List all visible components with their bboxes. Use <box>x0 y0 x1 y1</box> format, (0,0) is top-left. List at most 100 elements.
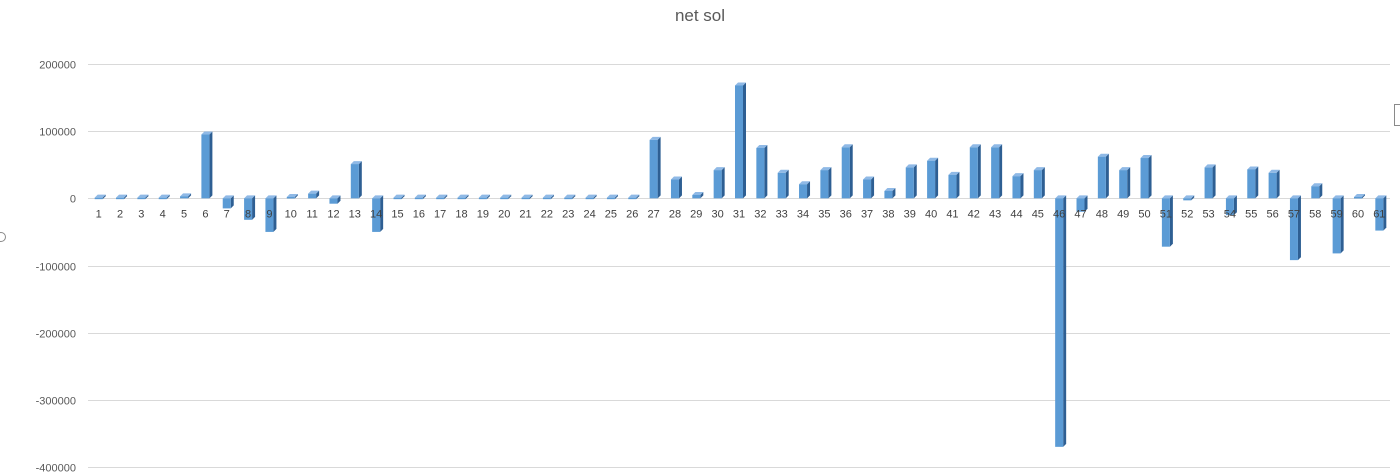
bar-front <box>137 198 145 200</box>
bar <box>1098 154 1109 199</box>
bar <box>1311 183 1322 198</box>
bar-side <box>722 167 725 198</box>
bar-front <box>884 191 892 198</box>
bar <box>329 195 340 203</box>
bar-front <box>948 175 956 199</box>
x-tick-label: 59 <box>1331 208 1343 220</box>
x-tick-label: 34 <box>797 208 809 220</box>
bar-front <box>223 198 231 208</box>
bar-front <box>1311 186 1319 198</box>
bar <box>884 188 895 198</box>
x-tick-label: 43 <box>989 208 1001 220</box>
bar-side <box>1020 173 1023 198</box>
x-tick-label: 57 <box>1288 208 1300 220</box>
bar-front <box>1183 198 1191 200</box>
x-tick-label: 24 <box>583 208 595 220</box>
bar <box>1290 195 1301 260</box>
bar-front <box>1034 170 1042 198</box>
x-tick-label: 58 <box>1309 208 1321 220</box>
bar-front <box>351 164 359 198</box>
bar <box>1119 167 1130 198</box>
bar-side <box>1170 195 1173 246</box>
bar-side <box>658 137 661 198</box>
bar <box>308 191 319 199</box>
x-tick-label: 1 <box>96 208 102 220</box>
bar <box>1162 195 1173 246</box>
x-tick-label: 5 <box>181 208 187 220</box>
x-tick-label: 30 <box>712 208 724 220</box>
x-tick-label: 44 <box>1010 208 1022 220</box>
x-tick-label: 37 <box>861 208 873 220</box>
x-tick-label: 50 <box>1138 208 1150 220</box>
bar-side <box>1277 170 1280 199</box>
x-tick-label: 55 <box>1245 208 1257 220</box>
x-tick-label: 21 <box>519 208 531 220</box>
bar <box>970 144 981 198</box>
bar <box>287 194 298 199</box>
x-tick-label: 19 <box>477 208 489 220</box>
x-tick-label: 33 <box>776 208 788 220</box>
bar-side <box>1213 164 1216 198</box>
x-tick-label: 40 <box>925 208 937 220</box>
x-tick-label: 32 <box>754 208 766 220</box>
bar <box>650 137 661 198</box>
bar-front <box>650 140 658 198</box>
x-tick-label: 31 <box>733 208 745 220</box>
x-tick-label: 29 <box>690 208 702 220</box>
bar <box>1269 170 1280 199</box>
x-tick-label: 16 <box>413 208 425 220</box>
bar-front <box>607 198 615 200</box>
bar <box>1141 155 1152 198</box>
bar-front <box>159 198 167 200</box>
bar <box>842 144 853 198</box>
bar-front <box>564 198 572 200</box>
bar-side <box>935 158 938 199</box>
bar <box>948 172 959 199</box>
x-tick-label: 60 <box>1352 208 1364 220</box>
bar-side <box>850 144 853 198</box>
y-tick-label: -300000 <box>36 396 76 408</box>
bar-side <box>807 181 810 198</box>
x-tick-label: 35 <box>818 208 830 220</box>
x-tick-label: 10 <box>285 208 297 220</box>
bar-front <box>116 198 124 200</box>
y-tick-label: -100000 <box>36 262 76 274</box>
x-tick-label: 2 <box>117 208 123 220</box>
bar-side <box>1298 195 1301 260</box>
chart-resize-handle-right[interactable] <box>1394 104 1400 126</box>
bar-front <box>201 135 209 199</box>
bar-front <box>500 198 508 200</box>
bar-front <box>1055 198 1063 447</box>
bar-front <box>1119 170 1127 198</box>
bar-front <box>628 198 636 200</box>
y-tick-label: -200000 <box>36 329 76 341</box>
x-tick-label: 12 <box>327 208 339 220</box>
bar-front <box>329 198 337 203</box>
bar-side <box>956 172 959 199</box>
bar <box>1354 194 1365 199</box>
bar-front <box>180 196 188 198</box>
bar <box>799 181 810 198</box>
bar-side <box>1149 155 1152 198</box>
bar <box>1183 195 1194 200</box>
bar <box>863 177 874 199</box>
bar-front <box>95 198 103 200</box>
bar-side <box>679 177 682 199</box>
x-tick-label: 28 <box>669 208 681 220</box>
x-tick-label: 6 <box>202 208 208 220</box>
bar-front <box>1162 198 1170 246</box>
bar-front <box>692 195 700 198</box>
bar-front <box>287 197 295 199</box>
x-tick-label: 9 <box>266 208 272 220</box>
bar-side <box>1341 195 1344 253</box>
bar <box>1055 195 1066 447</box>
bar-front <box>415 198 423 200</box>
bar <box>201 132 212 199</box>
bar-side <box>209 132 212 199</box>
bar-front <box>1012 176 1020 198</box>
bar <box>714 167 725 198</box>
bar <box>820 167 831 198</box>
bar-front <box>714 170 722 198</box>
bar-front <box>842 147 850 198</box>
